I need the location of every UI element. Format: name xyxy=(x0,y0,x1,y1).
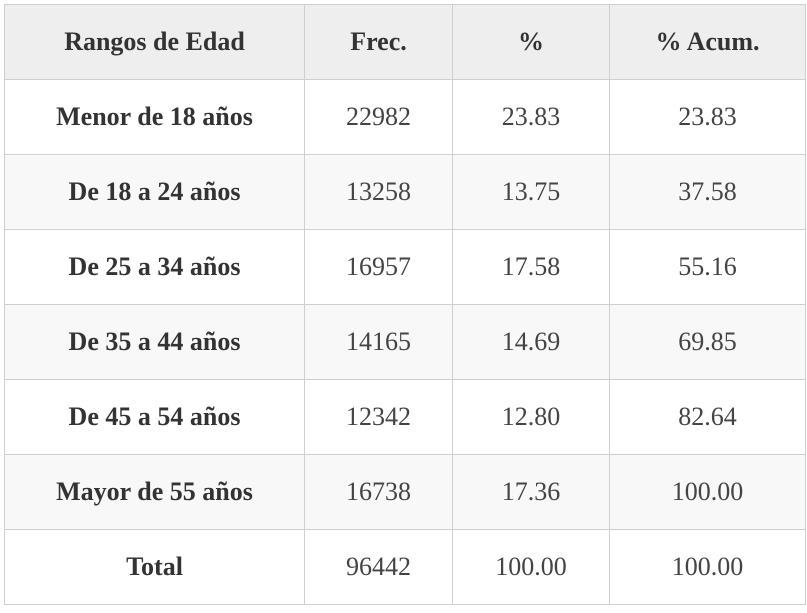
row-label: De 18 a 24 años xyxy=(4,154,305,230)
row-label: Menor de 18 años xyxy=(4,79,305,155)
row-cumulative-percent: 69.85 xyxy=(609,304,806,380)
row-percent: 17.58 xyxy=(452,229,610,305)
row-percent: 23.83 xyxy=(452,79,610,155)
total-label: Total xyxy=(4,529,305,605)
row-label: De 35 a 44 años xyxy=(4,304,305,380)
table-row: Menor de 18 años 22982 23.83 23.83 xyxy=(4,79,806,155)
table-row: De 18 a 24 años 13258 13.75 37.58 xyxy=(4,154,806,230)
table-row: De 25 a 34 años 16957 17.58 55.16 xyxy=(4,229,806,305)
total-cumulative-percent: 100.00 xyxy=(609,529,806,605)
row-cumulative-percent: 37.58 xyxy=(609,154,806,230)
row-percent: 12.80 xyxy=(452,379,610,455)
total-percent: 100.00 xyxy=(452,529,610,605)
row-cumulative-percent: 82.64 xyxy=(609,379,806,455)
row-label: De 25 a 34 años xyxy=(4,229,305,305)
row-percent: 17.36 xyxy=(452,454,610,530)
table-row: Mayor de 55 años 16738 17.36 100.00 xyxy=(4,454,806,530)
table-total-row: Total 96442 100.00 100.00 xyxy=(4,529,806,605)
row-frequency: 16738 xyxy=(304,454,453,530)
row-label: Mayor de 55 años xyxy=(4,454,305,530)
header-age-range: Rangos de Edad xyxy=(4,4,305,80)
row-cumulative-percent: 55.16 xyxy=(609,229,806,305)
row-cumulative-percent: 100.00 xyxy=(609,454,806,530)
row-percent: 14.69 xyxy=(452,304,610,380)
row-label: De 45 a 54 años xyxy=(4,379,305,455)
total-frequency: 96442 xyxy=(304,529,453,605)
header-cumulative-percent: % Acum. xyxy=(609,4,806,80)
row-frequency: 13258 xyxy=(304,154,453,230)
header-frequency: Frec. xyxy=(304,4,453,80)
row-percent: 13.75 xyxy=(452,154,610,230)
table-row: De 35 a 44 años 14165 14.69 69.85 xyxy=(4,304,806,380)
row-frequency: 22982 xyxy=(304,79,453,155)
row-frequency: 14165 xyxy=(304,304,453,380)
table-header-row: Rangos de Edad Frec. % % Acum. xyxy=(4,4,806,80)
header-percent: % xyxy=(452,4,610,80)
row-cumulative-percent: 23.83 xyxy=(609,79,806,155)
table-row: De 45 a 54 años 12342 12.80 82.64 xyxy=(4,379,806,455)
row-frequency: 12342 xyxy=(304,379,453,455)
age-range-frequency-table: Rangos de Edad Frec. % % Acum. Menor de … xyxy=(4,4,806,605)
row-frequency: 16957 xyxy=(304,229,453,305)
